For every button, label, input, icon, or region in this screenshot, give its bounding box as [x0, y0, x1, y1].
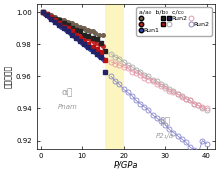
- Text: P2₁/a: P2₁/a: [156, 133, 174, 139]
- Y-axis label: 归一化轴长: 归一化轴长: [4, 65, 13, 88]
- Text: α相: α相: [62, 88, 73, 97]
- Text: Pnam: Pnam: [58, 104, 78, 110]
- Text: β相: β相: [159, 117, 171, 126]
- X-axis label: P/GPa: P/GPa: [113, 161, 138, 170]
- Bar: [105, 4, 124, 149]
- Legend: , , Run1, , , Run2, , , Run2: , , Run1, , , Run2, , , Run2: [136, 7, 212, 36]
